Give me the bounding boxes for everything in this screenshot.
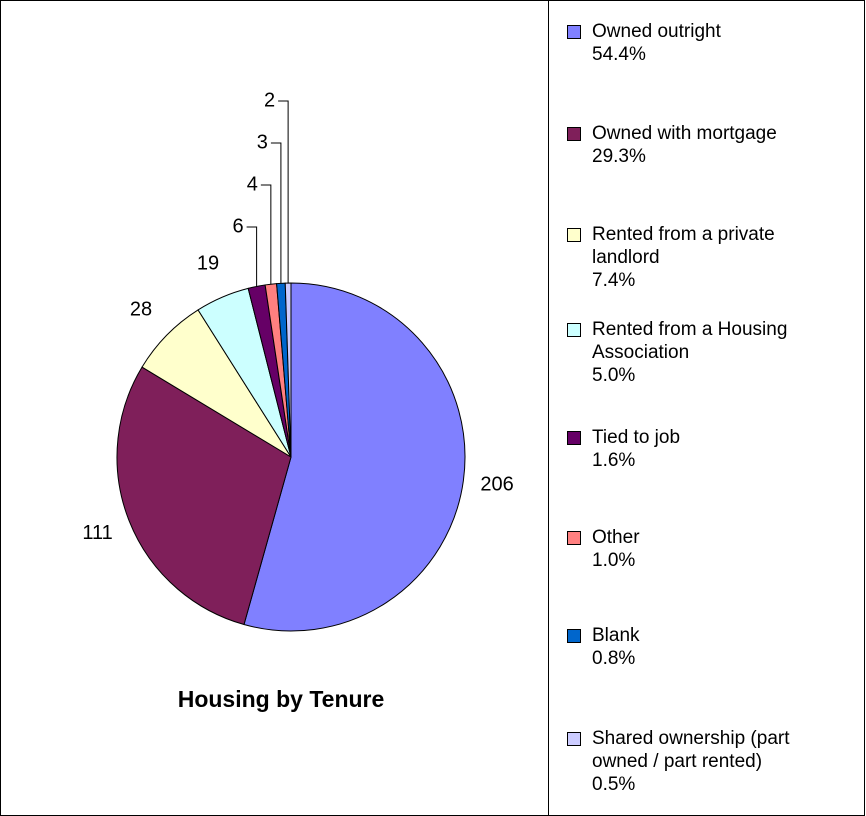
legend-swatch [567,228,581,242]
legend-percent: 1.0% [592,550,636,571]
leader-line [278,100,289,284]
legend-percent: 0.8% [592,648,636,669]
leader-line [270,142,282,284]
leader-line [246,226,258,287]
legend-label: Tied to job [592,427,681,448]
legend-percent: 7.4% [592,270,636,291]
data-label: 206 [480,474,513,496]
pie-slice [116,366,292,626]
legend-entry: Blank 0.8% [567,624,857,670]
legend-label: Owned outright [592,21,721,42]
legend-label: Blank [592,625,640,646]
data-label: 2 [264,89,275,111]
legend-entry: Rented from a Housing Association 5.0% [567,318,857,387]
chart-title: Housing by Tenure [178,686,385,712]
data-label: 111 [82,522,112,544]
legend-swatch [567,732,581,746]
data-label: 19 [197,252,219,274]
legend-percent: 1.6% [592,450,636,471]
legend-swatch [567,323,581,337]
legend-entry: Rented from a private landlord 7.4% [567,223,857,292]
legend-entry: Shared ownership (part owned / part rent… [567,727,857,796]
legend-entry: Tied to job 1.6% [567,426,857,472]
legend-percent: 54.4% [592,44,646,65]
leader-line [260,184,272,285]
legend-entry: Owned outright 54.4% [567,20,857,66]
pie-slice [243,282,466,632]
data-label: 6 [232,215,243,237]
legend-label: Rented from a private landlord [592,224,775,268]
legend-swatch [567,431,581,445]
legend-label: Other [592,527,640,548]
data-label: 28 [130,298,152,320]
legend-percent: 29.3% [592,146,646,167]
legend-swatch [567,531,581,545]
legend-label: Rented from a Housing Association [592,319,788,363]
legend-label: Owned with mortgage [592,123,777,144]
legend-label: Shared ownership (part owned / part rent… [592,728,790,772]
legend-swatch [567,629,581,643]
pie-slice [284,282,292,458]
legend-swatch [567,127,581,141]
legend-entry: Owned with mortgage 29.3% [567,122,857,168]
legend-percent: 5.0% [592,365,636,386]
legend-percent: 0.5% [592,774,636,795]
legend-swatch [567,25,581,39]
data-label: 3 [257,131,268,153]
legend-entry: Other 1.0% [567,526,857,572]
data-label: 4 [247,173,258,195]
